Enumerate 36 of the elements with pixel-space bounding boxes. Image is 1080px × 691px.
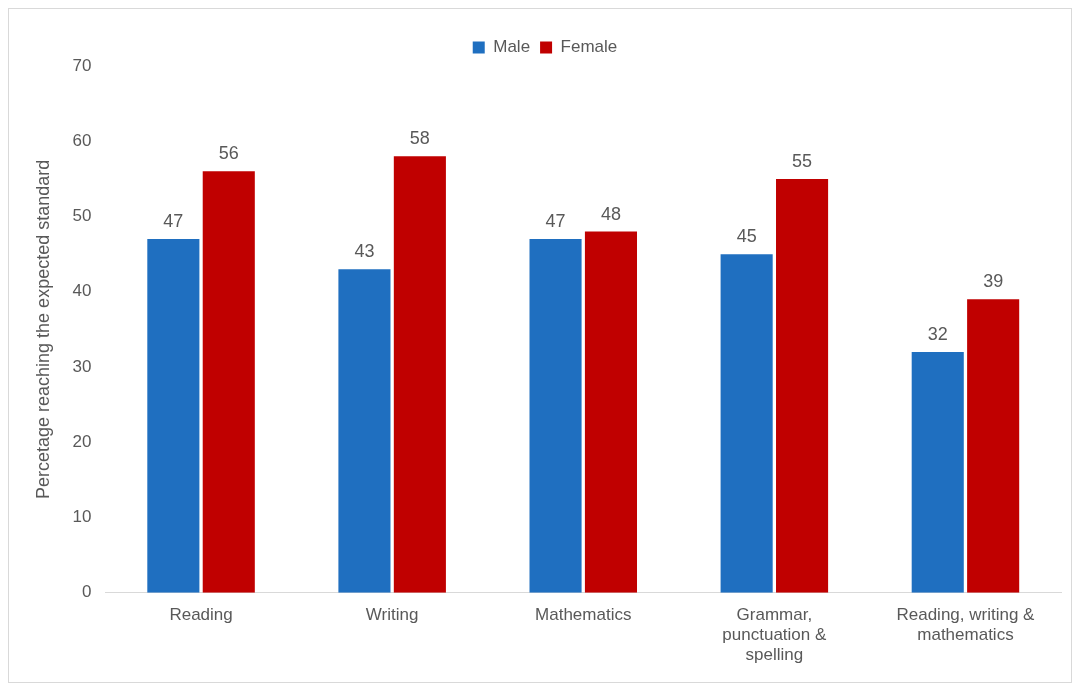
x-tick-label: Reading bbox=[169, 604, 233, 624]
bar bbox=[202, 171, 255, 593]
data-label: 45 bbox=[736, 226, 757, 247]
bar bbox=[529, 239, 582, 593]
data-label: 47 bbox=[163, 211, 184, 232]
y-tick-label: 30 bbox=[72, 356, 92, 376]
data-label: 47 bbox=[545, 211, 566, 232]
bar bbox=[967, 299, 1020, 593]
bar bbox=[338, 269, 391, 593]
y-tick-label: 60 bbox=[72, 130, 92, 150]
y-tick-label: 0 bbox=[82, 582, 92, 602]
bar bbox=[147, 239, 200, 593]
y-axis-title: Percetage reaching the expected standard bbox=[32, 159, 53, 500]
x-tick-label: Writing bbox=[365, 604, 419, 624]
data-label: 39 bbox=[983, 271, 1004, 292]
bar bbox=[911, 351, 964, 593]
y-tick-label: 10 bbox=[72, 507, 92, 527]
legend-label: Male bbox=[493, 37, 531, 57]
x-tick-label: Mathematics bbox=[535, 604, 632, 624]
data-label: 56 bbox=[218, 143, 239, 164]
bar bbox=[584, 231, 638, 593]
data-label: 43 bbox=[354, 241, 375, 262]
x-tick-label: Reading, writing & mathematics bbox=[896, 604, 1036, 645]
bar bbox=[393, 156, 446, 593]
y-tick-label: 70 bbox=[72, 55, 92, 75]
y-tick-label: 50 bbox=[72, 206, 92, 226]
legend-label: Female bbox=[560, 37, 618, 57]
y-tick-label: 40 bbox=[72, 281, 92, 301]
data-label: 55 bbox=[792, 150, 813, 171]
data-label: 32 bbox=[927, 323, 948, 344]
y-tick-label: 20 bbox=[72, 431, 92, 451]
data-label: 58 bbox=[409, 128, 430, 149]
data-label: 48 bbox=[600, 203, 621, 224]
x-tick-label: Grammar, punctuation & spelling bbox=[722, 604, 827, 665]
bar bbox=[720, 254, 773, 593]
bar bbox=[776, 178, 829, 593]
